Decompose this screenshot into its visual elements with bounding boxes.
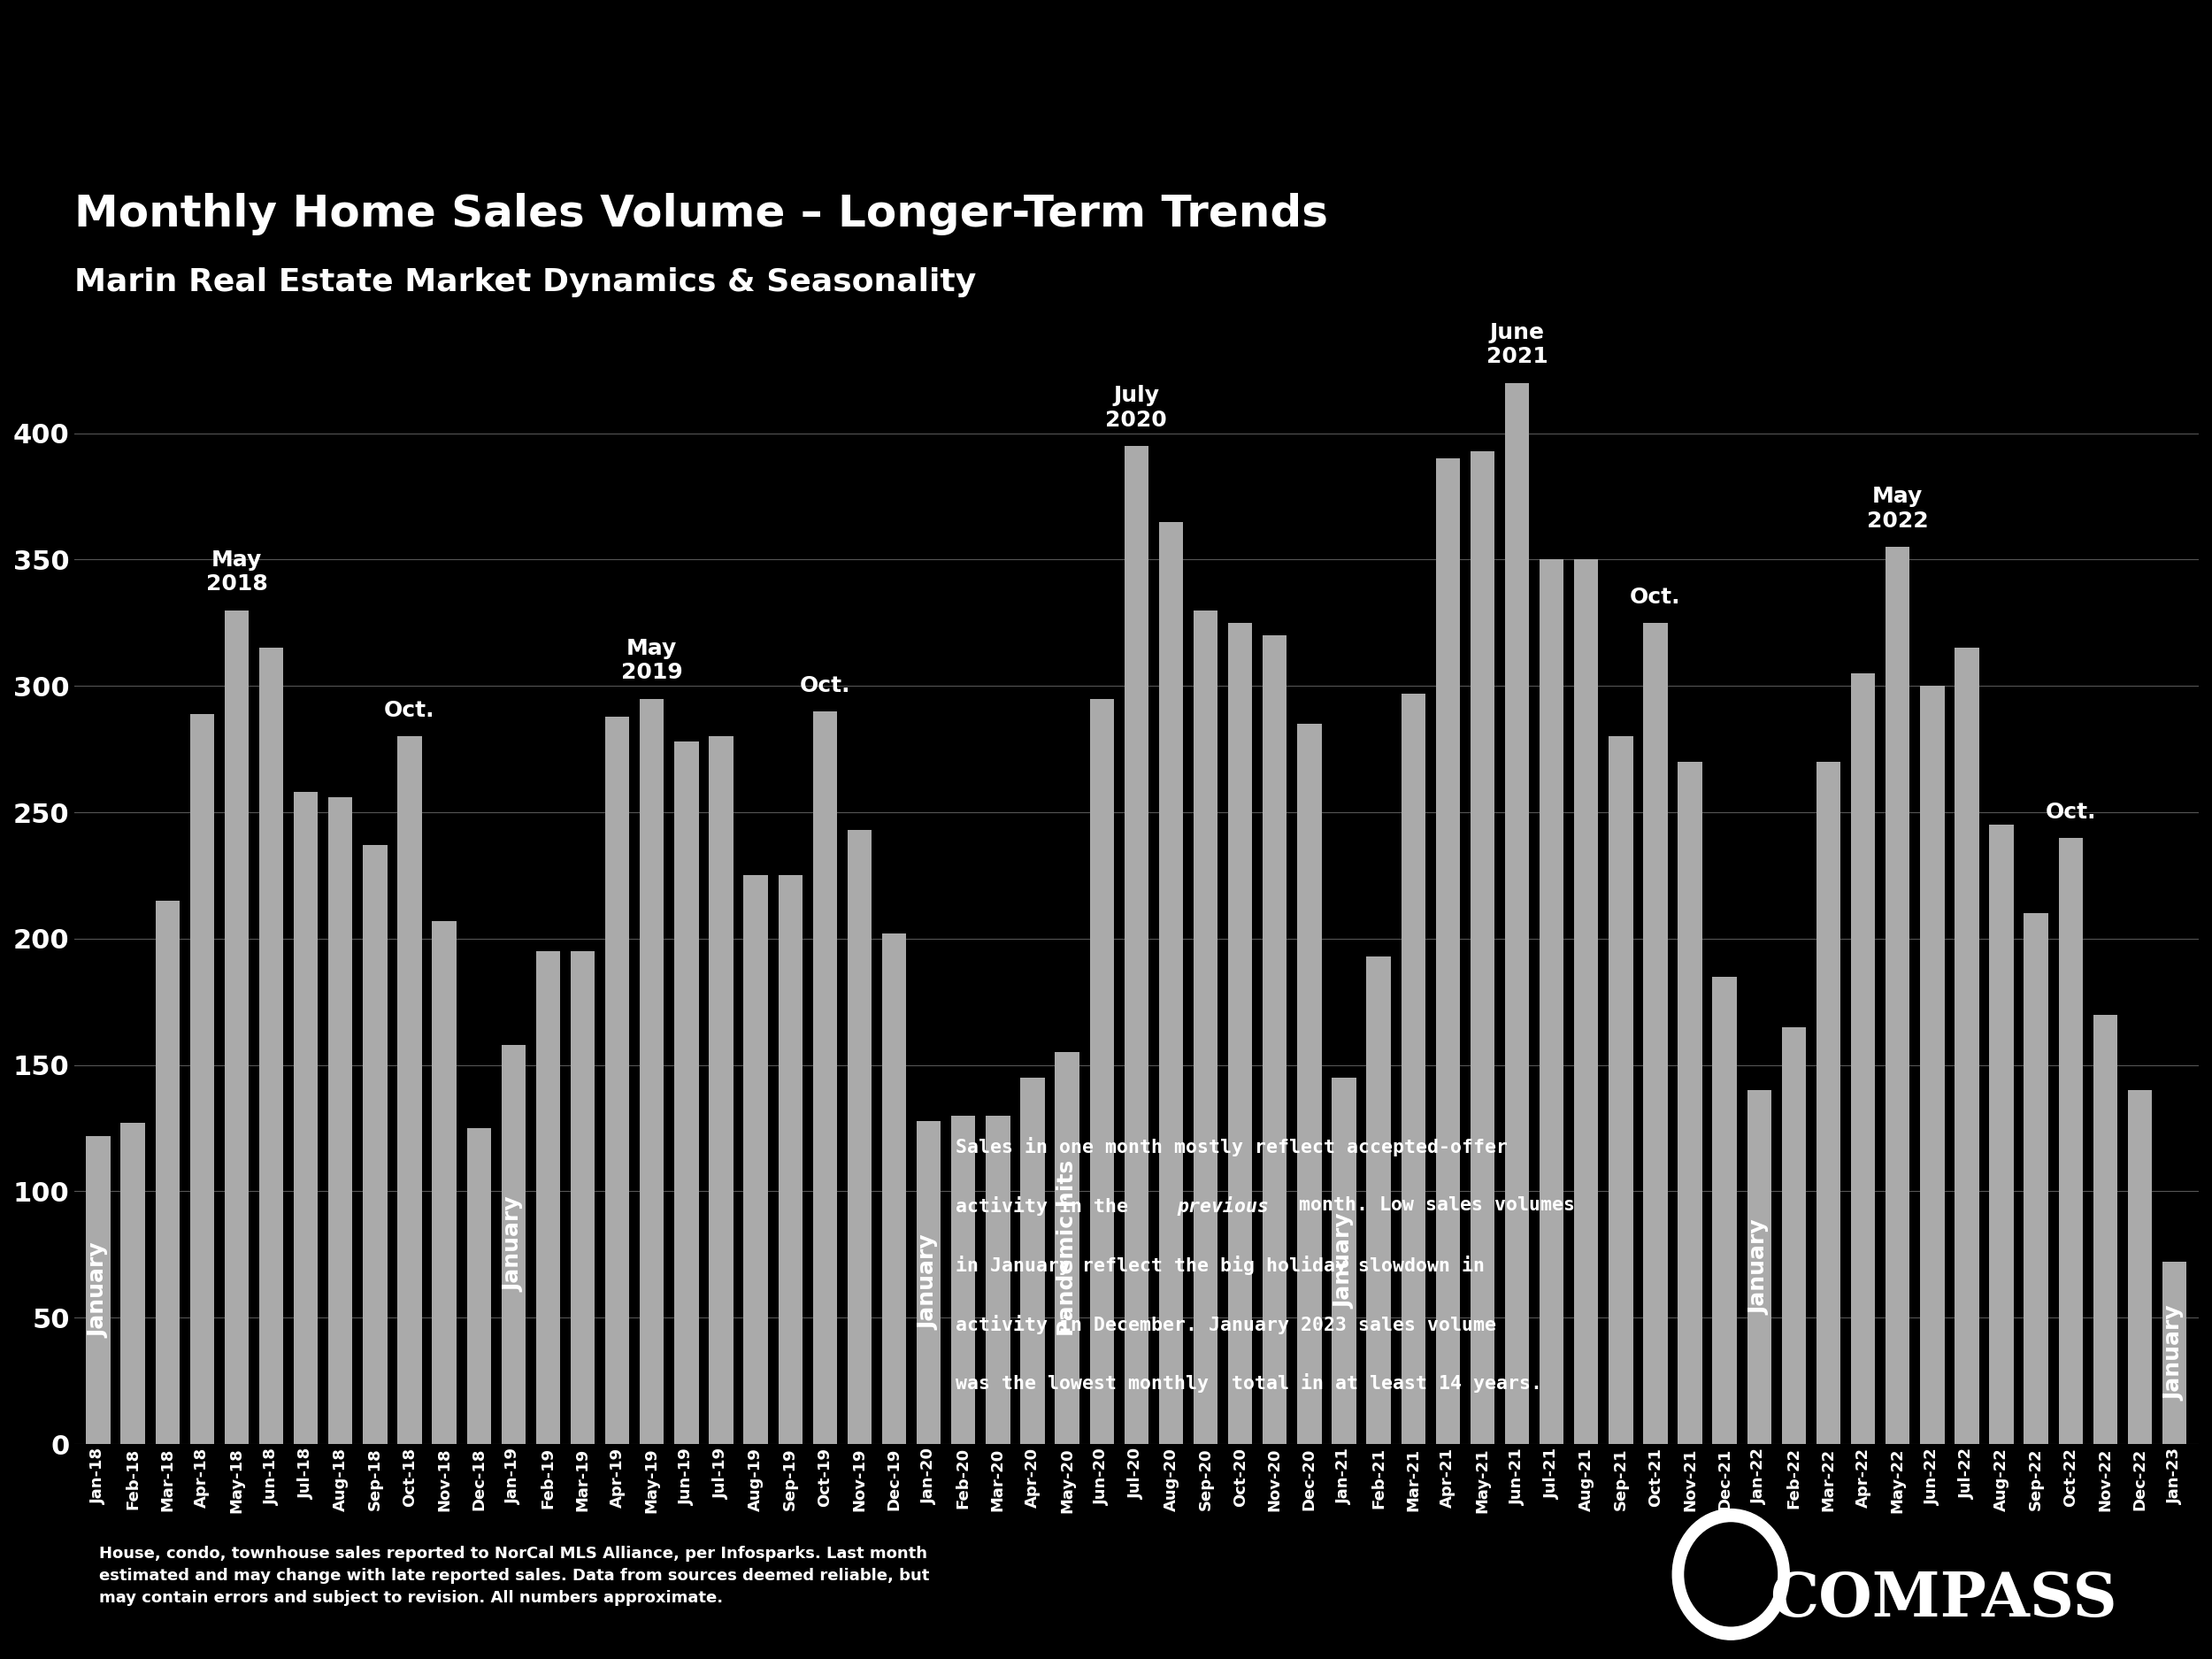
- Text: Oct.: Oct.: [799, 675, 849, 697]
- Bar: [86, 1136, 111, 1443]
- Text: June
2021: June 2021: [1486, 322, 1548, 368]
- Bar: [1332, 1078, 1356, 1443]
- Bar: [1159, 521, 1183, 1443]
- Text: previous: previous: [1177, 1196, 1270, 1216]
- Bar: [951, 1115, 975, 1443]
- Bar: [1124, 446, 1148, 1443]
- Bar: [847, 830, 872, 1443]
- Bar: [431, 921, 456, 1443]
- Bar: [675, 742, 699, 1443]
- Text: January: January: [502, 1196, 524, 1292]
- Text: May
2018: May 2018: [206, 549, 268, 596]
- Text: Oct.: Oct.: [1630, 586, 1681, 607]
- Bar: [1367, 956, 1391, 1443]
- Bar: [1540, 559, 1564, 1443]
- Bar: [743, 876, 768, 1443]
- Bar: [779, 876, 803, 1443]
- Text: House, condo, townhouse sales reported to NorCal MLS Alliance, per Infosparks. L: House, condo, townhouse sales reported t…: [100, 1546, 929, 1606]
- Text: July
2020: July 2020: [1106, 385, 1168, 431]
- Bar: [987, 1115, 1011, 1443]
- Bar: [1679, 761, 1703, 1443]
- Bar: [1885, 547, 1909, 1443]
- Bar: [1296, 723, 1321, 1443]
- Bar: [122, 1123, 146, 1443]
- Bar: [883, 934, 907, 1443]
- Text: Oct.: Oct.: [385, 700, 436, 722]
- Bar: [2024, 914, 2048, 1443]
- Bar: [327, 798, 352, 1443]
- Bar: [1608, 737, 1632, 1443]
- Bar: [259, 649, 283, 1443]
- Bar: [639, 698, 664, 1443]
- Bar: [1020, 1078, 1044, 1443]
- Text: in January reflect the big holiday slowdown in: in January reflect the big holiday slowd…: [956, 1256, 1484, 1274]
- Bar: [1989, 825, 2013, 1443]
- Bar: [294, 791, 319, 1443]
- Text: activity in December. January 2023 sales volume: activity in December. January 2023 sales…: [956, 1314, 1495, 1334]
- Bar: [535, 951, 560, 1443]
- Bar: [502, 1045, 526, 1443]
- Bar: [1644, 622, 1668, 1443]
- Bar: [710, 737, 732, 1443]
- Bar: [1816, 761, 1840, 1443]
- Text: Sales in one month mostly reflect accepted-offer: Sales in one month mostly reflect accept…: [956, 1136, 1509, 1156]
- Bar: [1712, 977, 1736, 1443]
- Text: Marin Real Estate Market Dynamics & Seasonality: Marin Real Estate Market Dynamics & Seas…: [73, 267, 975, 297]
- Bar: [1228, 622, 1252, 1443]
- Text: activity in the: activity in the: [956, 1196, 1139, 1216]
- Bar: [571, 951, 595, 1443]
- Bar: [812, 712, 836, 1443]
- Bar: [1920, 685, 1944, 1443]
- Bar: [1504, 383, 1528, 1443]
- Bar: [467, 1128, 491, 1443]
- Text: January: January: [1750, 1219, 1770, 1316]
- Bar: [223, 611, 248, 1443]
- Text: was the lowest monthly  total in at least 14 years.: was the lowest monthly total in at least…: [956, 1374, 1542, 1394]
- Bar: [1747, 1090, 1772, 1443]
- Text: Pandemic hits: Pandemic hits: [1057, 1160, 1077, 1335]
- Text: January: January: [2163, 1306, 2185, 1400]
- Bar: [1055, 1052, 1079, 1443]
- Circle shape: [1672, 1510, 1790, 1639]
- Text: January: January: [1334, 1213, 1354, 1309]
- Bar: [2059, 838, 2084, 1443]
- Bar: [1781, 1027, 1805, 1443]
- Bar: [1471, 451, 1495, 1443]
- Bar: [1436, 458, 1460, 1443]
- Text: COMPASS: COMPASS: [1770, 1569, 2117, 1629]
- Bar: [1091, 698, 1115, 1443]
- Bar: [190, 713, 215, 1443]
- Circle shape: [1686, 1523, 1776, 1626]
- Bar: [2093, 1014, 2117, 1443]
- Text: May
2019: May 2019: [622, 637, 684, 684]
- Bar: [1851, 674, 1876, 1443]
- Text: month. Low sales volumes: month. Low sales volumes: [1287, 1196, 1575, 1214]
- Bar: [1263, 635, 1287, 1443]
- Text: Oct.: Oct.: [2046, 801, 2097, 823]
- Text: January: January: [88, 1243, 108, 1337]
- Bar: [2128, 1090, 2152, 1443]
- Bar: [916, 1120, 940, 1443]
- Bar: [1575, 559, 1599, 1443]
- Bar: [2163, 1262, 2188, 1443]
- Bar: [155, 901, 179, 1443]
- Text: Monthly Home Sales Volume – Longer-Term Trends: Monthly Home Sales Volume – Longer-Term …: [73, 192, 1327, 236]
- Bar: [1194, 611, 1217, 1443]
- Bar: [398, 737, 422, 1443]
- Bar: [1955, 649, 1980, 1443]
- Bar: [606, 717, 630, 1443]
- Text: May
2022: May 2022: [1867, 486, 1929, 533]
- Bar: [363, 844, 387, 1443]
- Text: January: January: [918, 1234, 940, 1331]
- Bar: [1400, 693, 1425, 1443]
